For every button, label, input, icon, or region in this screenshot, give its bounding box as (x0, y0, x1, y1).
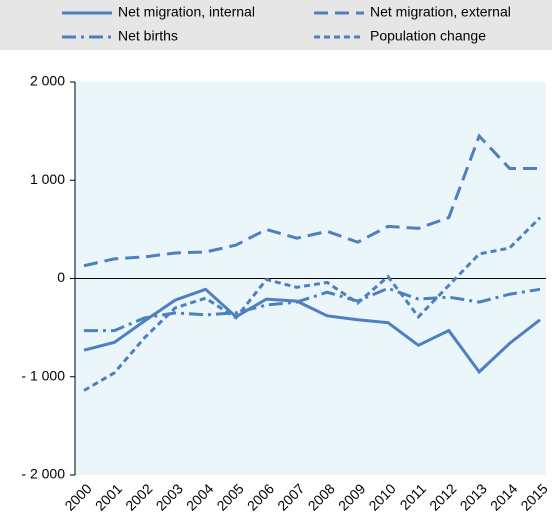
y-tick-label: 1 000 (30, 171, 65, 187)
x-tick-label: 2009 (335, 480, 368, 513)
x-tick-label: 2008 (305, 480, 338, 513)
legend-box (0, 0, 552, 50)
x-tick-label: 2000 (61, 480, 94, 513)
series-line (83, 287, 541, 375)
x-tick-label: 2003 (153, 480, 186, 513)
legend-label: Net births (118, 28, 178, 44)
legend-label: Net migration, external (370, 4, 511, 20)
x-tick-label: 2002 (122, 480, 155, 513)
x-tick-label: 2007 (274, 480, 307, 513)
x-tick-label: 2005 (213, 480, 246, 513)
y-tick-label: - 1 000 (21, 367, 65, 383)
x-tick-label: 2006 (244, 480, 277, 513)
x-tick-label: 2004 (183, 480, 216, 513)
x-tick-label: 2010 (365, 480, 398, 513)
legend-label: Net migration, internal (118, 4, 255, 20)
x-tick-label: 2014 (487, 480, 520, 513)
x-tick-label: 2011 (397, 480, 430, 513)
legend-label: Population change (370, 28, 486, 44)
series-line (83, 133, 540, 268)
y-tick-label: 0 (57, 269, 65, 285)
y-tick-label: - 2 000 (21, 466, 65, 482)
x-tick-label: 2001 (92, 480, 125, 513)
x-tick-label: 2012 (426, 480, 459, 513)
series-line (84, 286, 541, 333)
x-tick-label: 2015 (517, 480, 550, 513)
x-tick-label: 2013 (457, 480, 490, 513)
series-line (83, 216, 542, 392)
y-tick-label: 2 000 (30, 73, 65, 89)
